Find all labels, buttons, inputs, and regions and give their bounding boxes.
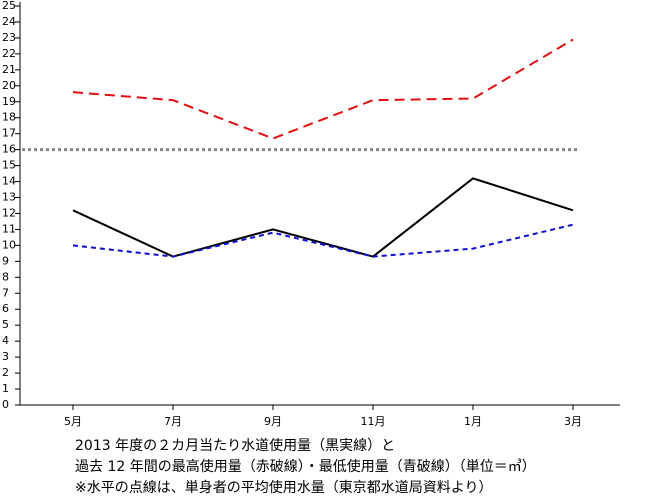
series-line [72,223,574,258]
y-tick-label: 7 [2,286,9,299]
x-tick-label: 1月 [464,415,482,428]
y-tick-label: 6 [2,302,9,315]
y-tick-label: 14 [2,175,16,188]
y-tick-label: 18 [2,111,16,124]
x-tick-label: 5月 [64,415,82,428]
x-tick-label: 3月 [564,415,582,428]
y-tick-label: 0 [2,398,9,411]
y-tick-label: 10 [2,238,16,251]
y-tick-label: 5 [2,318,9,331]
x-tick-label: 9月 [264,415,282,428]
x-tick-label: 11月 [361,415,386,428]
y-tick-label: 15 [2,159,16,172]
note: 2013 年度の２カ月当たり水道使用量（黒実線）と [75,437,395,454]
y-tick-label: 1 [2,382,9,395]
y-tick-label: 13 [2,191,16,204]
note: 過去 12 年間の最高使用量（赤破線）・最低使用量（青破線）（単位＝㎥） [75,458,536,475]
y-tick-label: 9 [2,254,9,267]
y-tick-label: 17 [2,127,16,140]
note: ※水平の点線は、単身者の平均使用水量（東京都水道局資料より） [75,479,492,496]
y-tick-label: 23 [2,31,16,44]
y-tick-label: 20 [2,79,16,92]
y-tick-label: 25 [2,0,16,12]
y-tick-label: 2 [2,366,9,379]
y-tick-label: 22 [2,47,16,60]
x-tick-label: 7月 [164,415,182,428]
y-tick-label: 16 [2,143,16,156]
series-line [72,177,574,258]
y-tick-label: 12 [2,206,16,219]
y-tick-label: 3 [2,350,9,363]
y-tick-label: 4 [2,334,9,347]
series-line [72,38,574,140]
y-tick-label: 21 [2,63,16,76]
y-tick-label: 24 [2,15,16,28]
y-tick-label: 8 [2,270,9,283]
y-tick-label: 19 [2,95,16,108]
y-tick-label: 11 [2,222,16,235]
